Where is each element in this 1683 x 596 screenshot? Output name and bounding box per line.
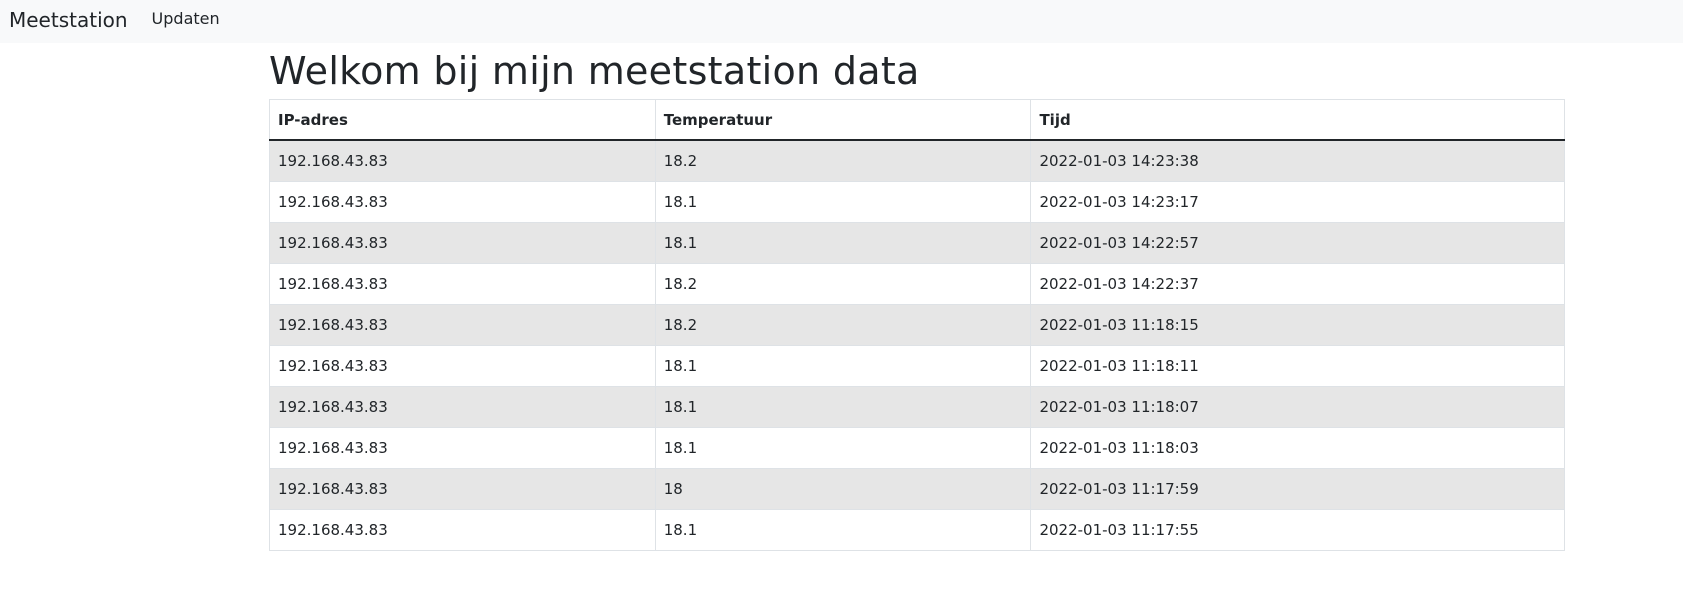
cell-temperature: 18.2 bbox=[654, 263, 1032, 305]
table-row: 192.168.43.83 18.1 2022-01-03 11:18:11 bbox=[269, 345, 1565, 387]
cell-temperature: 18.1 bbox=[654, 509, 1032, 551]
cell-ip: 192.168.43.83 bbox=[269, 468, 656, 510]
cell-time: 2022-01-03 14:23:17 bbox=[1030, 181, 1565, 223]
cell-ip: 192.168.43.83 bbox=[269, 427, 656, 469]
cell-ip: 192.168.43.83 bbox=[269, 386, 656, 428]
measurements-table: IP-adres Temperatuur Tijd 192.168.43.83 … bbox=[269, 99, 1565, 551]
table-row: 192.168.43.83 18.1 2022-01-03 11:17:55 bbox=[269, 509, 1565, 551]
table-row: 192.168.43.83 18.1 2022-01-03 11:18:07 bbox=[269, 386, 1565, 428]
cell-time: 2022-01-03 11:18:07 bbox=[1030, 386, 1565, 428]
nav-link-update[interactable]: Updaten bbox=[151, 9, 220, 28]
table-row: 192.168.43.83 18.1 2022-01-03 14:23:17 bbox=[269, 181, 1565, 223]
cell-temperature: 18.1 bbox=[654, 181, 1032, 223]
navbar: Meetstation Updaten bbox=[0, 0, 1683, 43]
cell-time: 2022-01-03 14:22:57 bbox=[1030, 222, 1565, 264]
cell-ip: 192.168.43.83 bbox=[269, 263, 656, 305]
cell-ip: 192.168.43.83 bbox=[269, 509, 656, 551]
table-row: 192.168.43.83 18.1 2022-01-03 11:18:03 bbox=[269, 427, 1565, 469]
table-header-row: IP-adres Temperatuur Tijd bbox=[269, 99, 1565, 141]
column-header-time: Tijd bbox=[1030, 99, 1565, 141]
table-row: 192.168.43.83 18.2 2022-01-03 14:23:38 bbox=[269, 139, 1565, 182]
cell-time: 2022-01-03 14:23:38 bbox=[1030, 139, 1565, 182]
cell-time: 2022-01-03 14:22:37 bbox=[1030, 263, 1565, 305]
cell-temperature: 18.1 bbox=[654, 345, 1032, 387]
table-row: 192.168.43.83 18 2022-01-03 11:17:59 bbox=[269, 468, 1565, 510]
cell-temperature: 18.2 bbox=[654, 304, 1032, 346]
cell-temperature: 18.1 bbox=[654, 222, 1032, 264]
cell-ip: 192.168.43.83 bbox=[269, 181, 656, 223]
cell-ip: 192.168.43.83 bbox=[269, 222, 656, 264]
table-row: 192.168.43.83 18.1 2022-01-03 14:22:57 bbox=[269, 222, 1565, 264]
table-row: 192.168.43.83 18.2 2022-01-03 14:22:37 bbox=[269, 263, 1565, 305]
cell-time: 2022-01-03 11:18:11 bbox=[1030, 345, 1565, 387]
cell-temperature: 18 bbox=[654, 468, 1032, 510]
cell-time: 2022-01-03 11:18:03 bbox=[1030, 427, 1565, 469]
navbar-brand[interactable]: Meetstation bbox=[9, 7, 128, 32]
page-title: Welkom bij mijn meetstation data bbox=[269, 49, 920, 93]
cell-ip: 192.168.43.83 bbox=[269, 139, 656, 182]
table-row: 192.168.43.83 18.2 2022-01-03 11:18:15 bbox=[269, 304, 1565, 346]
column-header-ip: IP-adres bbox=[269, 99, 656, 141]
cell-temperature: 18.2 bbox=[654, 139, 1032, 182]
column-header-temperature: Temperatuur bbox=[654, 99, 1032, 141]
cell-time: 2022-01-03 11:18:15 bbox=[1030, 304, 1565, 346]
cell-ip: 192.168.43.83 bbox=[269, 304, 656, 346]
cell-time: 2022-01-03 11:17:55 bbox=[1030, 509, 1565, 551]
cell-ip: 192.168.43.83 bbox=[269, 345, 656, 387]
cell-time: 2022-01-03 11:17:59 bbox=[1030, 468, 1565, 510]
cell-temperature: 18.1 bbox=[654, 386, 1032, 428]
cell-temperature: 18.1 bbox=[654, 427, 1032, 469]
main-container: Welkom bij mijn meetstation data IP-adre… bbox=[269, 43, 1565, 551]
